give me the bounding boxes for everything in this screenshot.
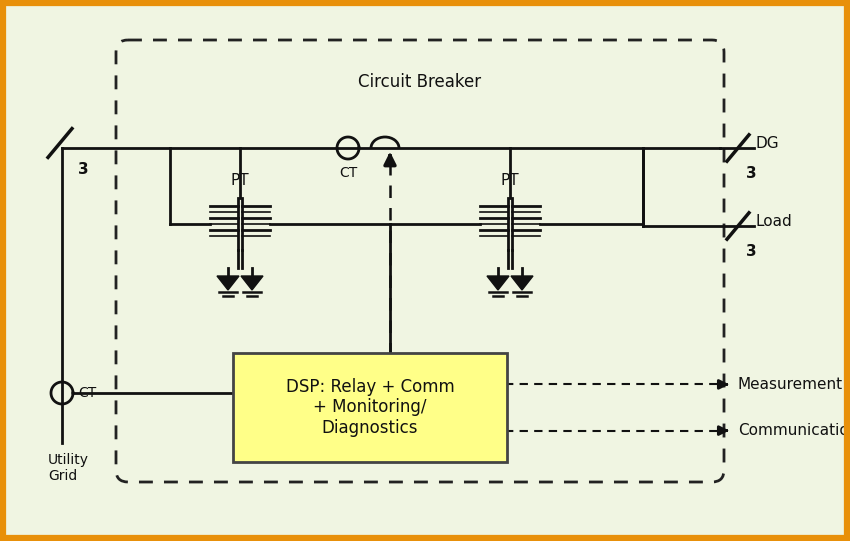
- Polygon shape: [217, 276, 239, 290]
- FancyBboxPatch shape: [233, 353, 507, 462]
- Text: Communication: Communication: [738, 423, 850, 438]
- Text: CT: CT: [339, 166, 357, 180]
- Text: 3: 3: [746, 166, 756, 181]
- Text: DG: DG: [756, 136, 779, 151]
- Text: 3: 3: [78, 162, 88, 177]
- Text: PT: PT: [501, 173, 519, 188]
- Text: 3: 3: [746, 244, 756, 259]
- Text: Load: Load: [756, 214, 793, 229]
- Text: Utility
Grid: Utility Grid: [48, 453, 89, 483]
- Text: Circuit Breaker: Circuit Breaker: [359, 73, 482, 91]
- Polygon shape: [511, 276, 533, 290]
- Text: DSP: Relay + Comm
+ Monitoring/
Diagnostics: DSP: Relay + Comm + Monitoring/ Diagnost…: [286, 378, 455, 437]
- Text: PT: PT: [230, 173, 249, 188]
- Text: CT: CT: [78, 386, 96, 400]
- Text: Measurement: Measurement: [738, 377, 843, 392]
- Polygon shape: [241, 276, 263, 290]
- Polygon shape: [487, 276, 509, 290]
